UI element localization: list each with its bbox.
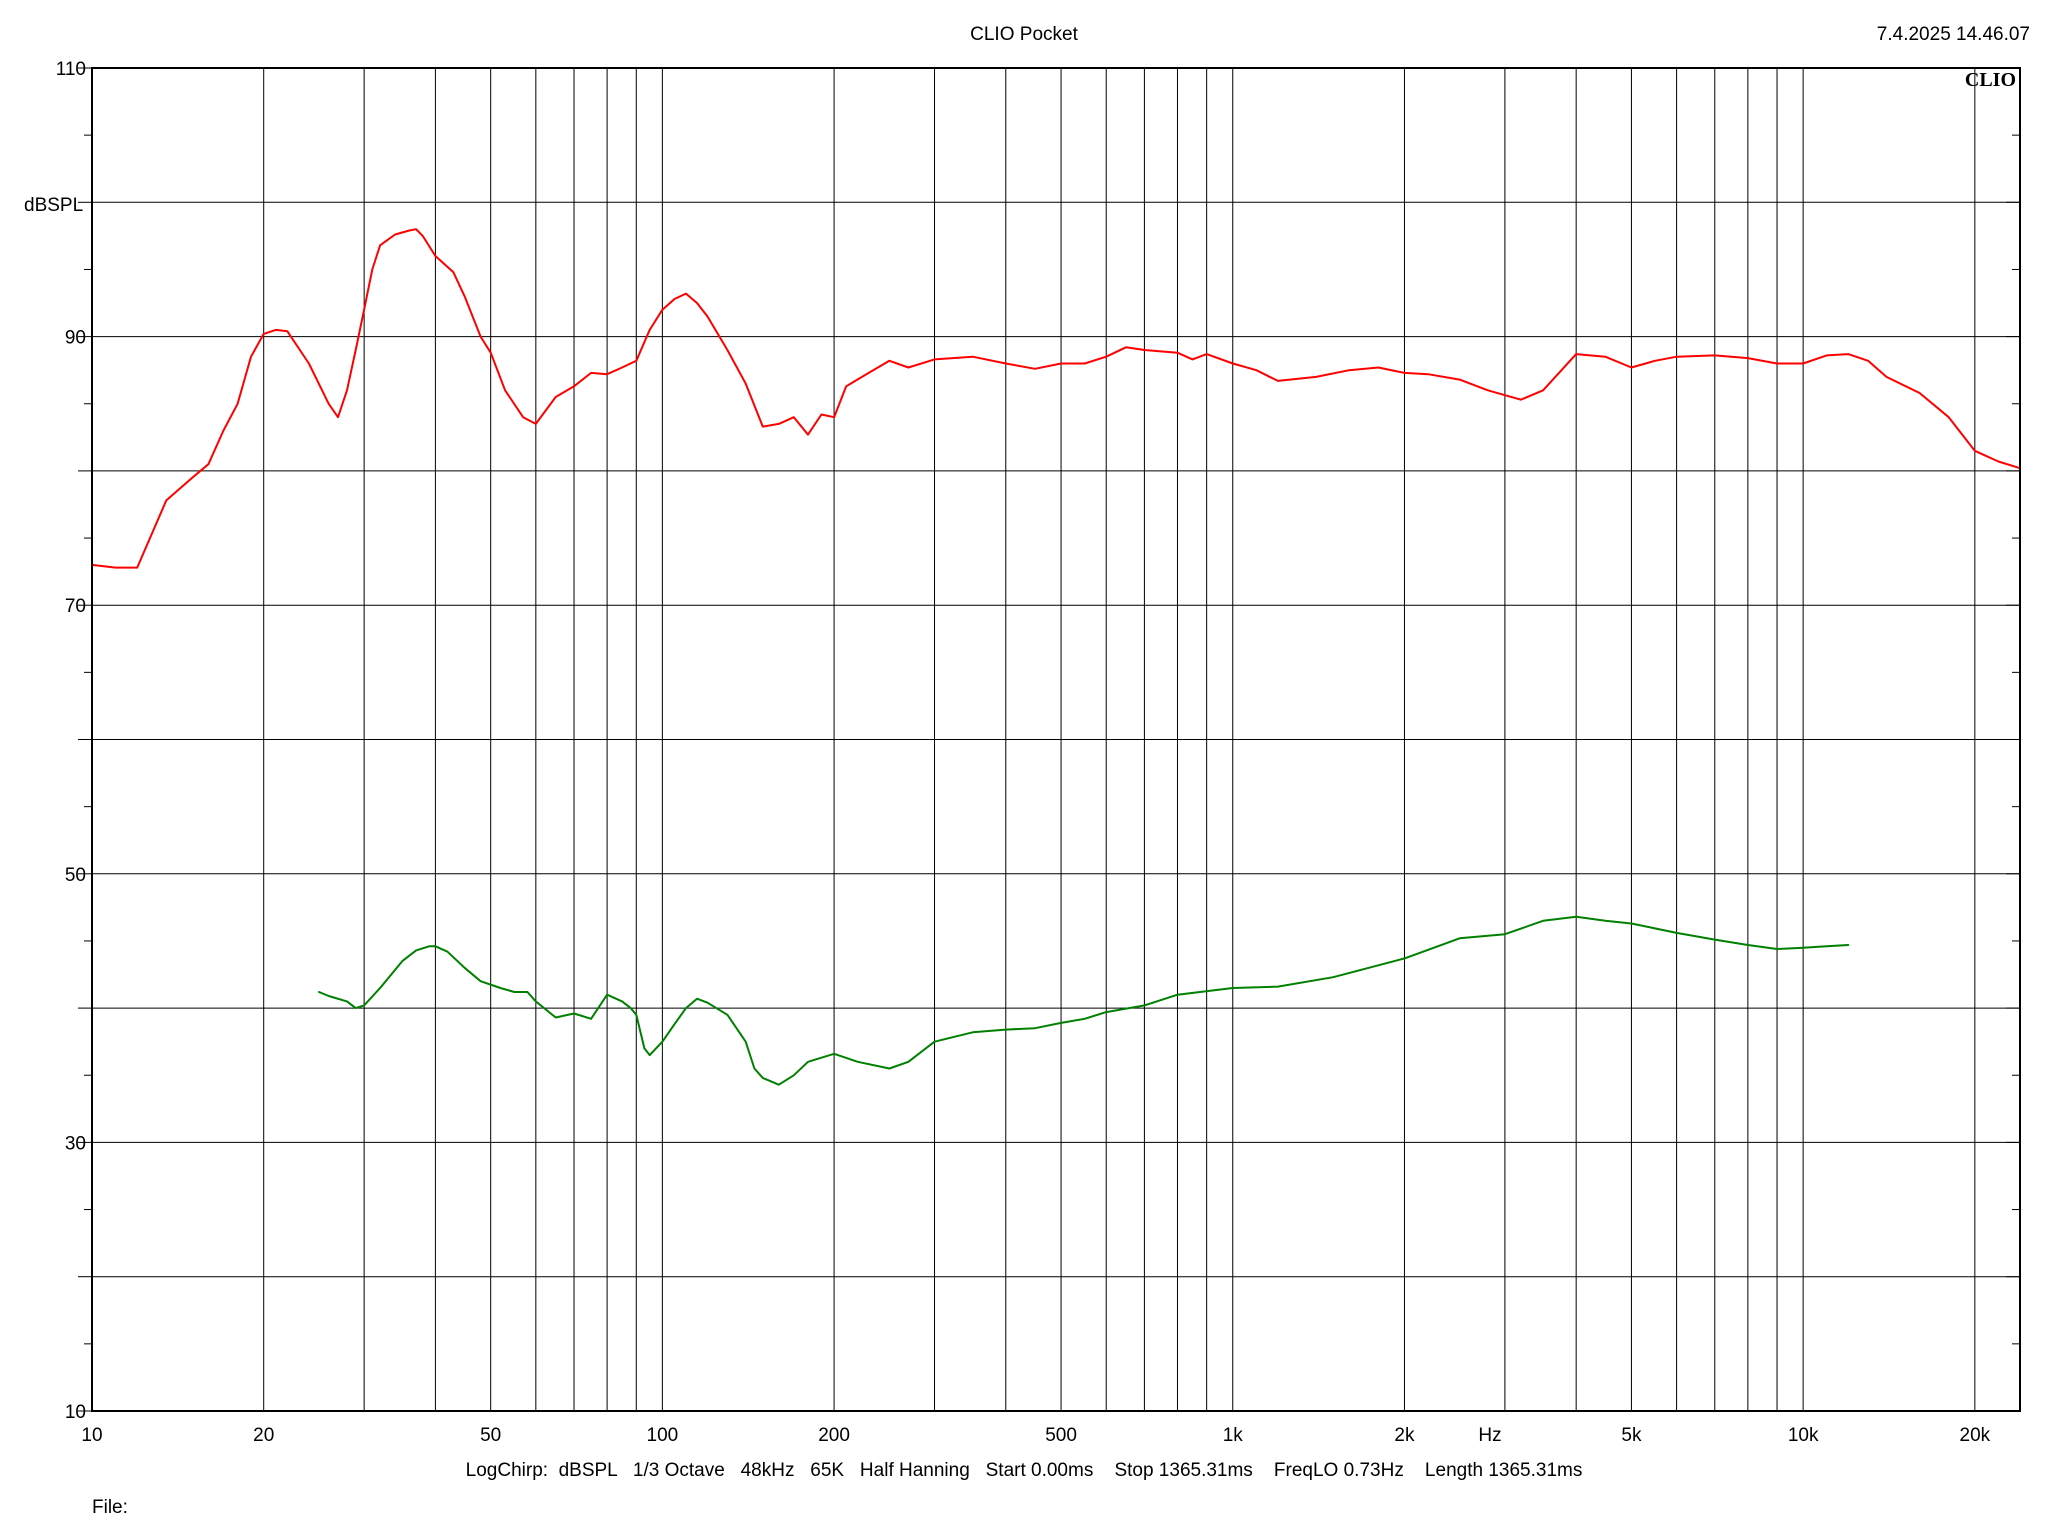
series-layer: [91, 228, 2021, 1086]
x-tick-label: 20k: [1960, 1425, 1991, 1446]
x-tick-label: 200: [818, 1425, 850, 1446]
x-tick-label: 500: [1045, 1425, 1077, 1446]
y-tick-label: 10: [65, 1402, 86, 1423]
clio-logo: CLIO: [1965, 69, 2016, 91]
x-axis-label: Hz: [1478, 1425, 1501, 1446]
timestamp: 7.4.2025 14.46.07: [1876, 24, 2030, 45]
y-tick-label: 110: [56, 59, 86, 80]
app-title: CLIO Pocket: [970, 24, 1078, 45]
series-line-2: [318, 915, 1850, 1086]
y-axis-label: dBSPL: [24, 195, 83, 216]
x-tick-label: 5k: [1621, 1425, 1642, 1446]
y-tick-label: 30: [65, 1133, 86, 1154]
axes: 10 30 50 70 90 110 10 20 50 100 200 500 1k 2k 5k 10k 20k: [56, 59, 2020, 1446]
x-tick-label: 2k: [1394, 1425, 1415, 1446]
series-line-1: [91, 228, 2021, 569]
x-tick-label: 10: [81, 1425, 102, 1446]
x-tick-label: 50: [480, 1425, 501, 1446]
y-tick-label: 90: [65, 328, 86, 349]
y-tick-label: 70: [65, 596, 86, 617]
x-tick-label: 100: [647, 1425, 679, 1446]
y-tick-label: 50: [65, 865, 86, 886]
file-label: File:: [92, 1497, 128, 1518]
x-tick-label: 10k: [1788, 1425, 1819, 1446]
x-tick-label: 1k: [1223, 1425, 1244, 1446]
measurement-parameters: LogChirp: dBSPL 1/3 Octave 48kHz 65K Hal…: [465, 1460, 1583, 1481]
grid: [92, 67, 2020, 1412]
x-tick-label: 20: [253, 1425, 274, 1446]
